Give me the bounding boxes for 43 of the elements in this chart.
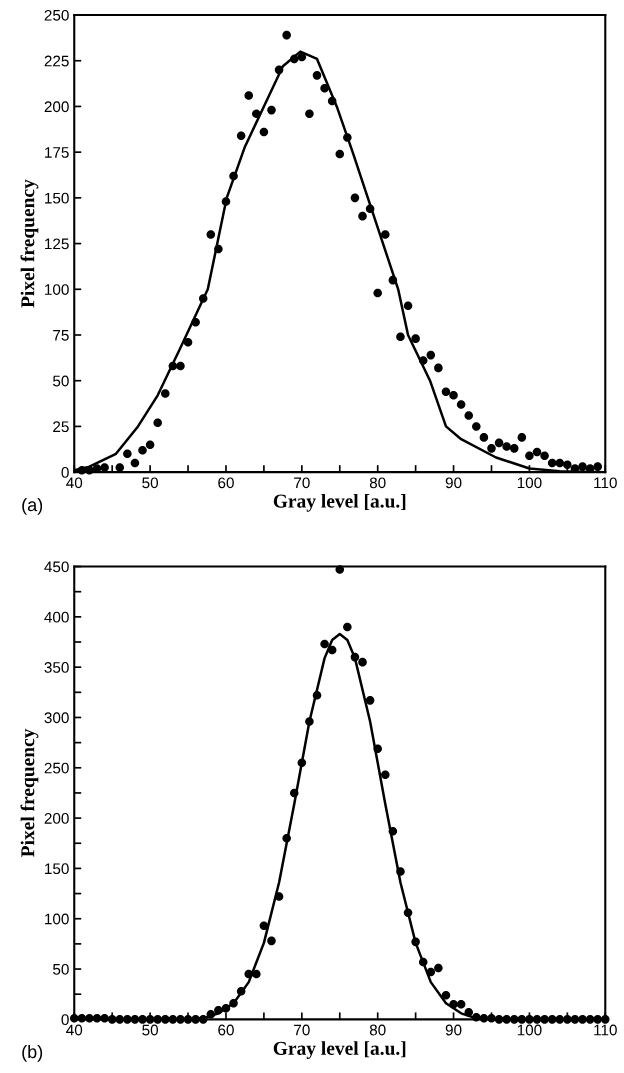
y-tick-label: 0 [61,1014,69,1026]
y-axis-title: Pixel frequency [20,728,39,857]
x-tick-label: 90 [445,1024,462,1036]
y-tick-label: 50 [53,375,69,387]
x-tick-label: 90 [445,477,462,489]
y-tick-label: 225 [44,55,69,67]
y-tick-label: 175 [45,147,69,158]
y-tick-label: 350 [44,662,69,673]
y-tick-label: 25 [53,421,69,433]
x-tick-label: 100 [517,1024,542,1036]
y-tick-label: 125 [45,238,69,250]
x-tick-label: 50 [142,1024,159,1036]
y-tick-label: 150 [45,863,69,875]
y-tick-label: 0 [61,466,69,478]
text: (a) [22,497,43,515]
x-tick-label: 50 [142,477,159,489]
x-tick-label: 60 [218,477,234,489]
x-axis-title: Gray level [a.u.] [273,494,406,512]
y-tick-label: 200 [44,812,69,824]
x-tick-label: 80 [369,477,386,489]
y-tick-label: 400 [44,611,69,623]
text: (b) [22,1044,43,1062]
y-axis-title: Pixel frequency [20,179,39,308]
x-tick-label: 110 [594,1024,617,1036]
y-tick-label: 450 [44,561,69,573]
y-tick-label: 300 [44,712,69,724]
x-tick-label: 70 [294,477,310,489]
y-tick-label: 75 [53,330,69,341]
y-tick-label: 100 [45,913,69,925]
y-tick-label: 200 [44,101,69,113]
x-tick-label: 40 [66,477,83,489]
x-tick-label: 60 [218,1024,234,1036]
x-axis-title: Gray level [a.u.] [273,1041,406,1059]
x-tick-label: 110 [594,477,617,489]
x-tick-label: 70 [294,1024,310,1036]
y-tick-label: 150 [45,192,69,204]
x-tick-label: 100 [517,477,542,489]
y-tick-label: 50 [53,963,69,975]
y-tick-label: 100 [45,284,69,295]
y-tick-label: 250 [44,762,69,774]
x-tick-label: 80 [369,1024,386,1036]
x-tick-label: 40 [66,1024,83,1036]
y-tick-label: 250 [44,9,69,21]
